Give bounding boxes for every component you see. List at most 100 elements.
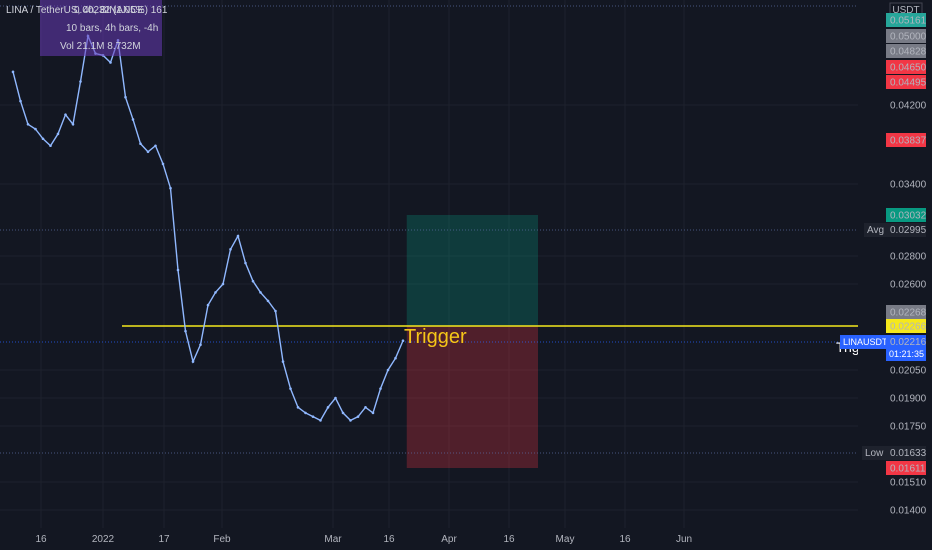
price-point	[191, 360, 195, 363]
low-value-bg	[886, 446, 926, 460]
price-point	[274, 309, 277, 313]
price-point	[124, 95, 127, 99]
price-point	[176, 268, 180, 272]
price-series	[11, 33, 405, 422]
price-point	[259, 291, 262, 294]
price-point	[71, 122, 75, 126]
price-point	[131, 118, 135, 121]
long-position-tool[interactable]	[406, 215, 538, 468]
trigger-annotation[interactable]: Trigger	[404, 326, 467, 348]
price-tag	[886, 13, 926, 27]
x-axis-bg	[0, 528, 932, 550]
price-point	[341, 411, 345, 415]
price-point	[311, 415, 315, 418]
price-tag-label: 0.03032	[890, 211, 927, 222]
price-point	[281, 360, 285, 363]
price-point	[221, 282, 225, 286]
last-price-tag	[886, 335, 926, 361]
low-label-bg	[862, 446, 886, 460]
price-point	[11, 70, 15, 74]
line-labels: Avg 0.02995 Low 0.01633 LINAUSDT 0.0221601:21…	[840, 223, 927, 460]
price-point	[26, 122, 30, 126]
price-point	[34, 127, 37, 131]
price-point	[334, 396, 337, 400]
price-tag	[886, 75, 926, 89]
price-point	[41, 137, 45, 141]
x-tick-label: Jun	[676, 534, 692, 545]
price-point	[229, 248, 232, 251]
y-tick-label: 0.01400	[890, 506, 927, 517]
x-tick-label: Apr	[441, 534, 457, 545]
x-tick-label: Feb	[213, 534, 231, 545]
price-point	[266, 299, 270, 303]
price-point	[184, 329, 187, 333]
price-point	[244, 261, 247, 265]
price-point	[251, 279, 255, 283]
price-point	[394, 356, 397, 360]
price-point	[371, 411, 375, 415]
price-tag	[886, 29, 926, 43]
price-point	[364, 406, 367, 409]
price-tag	[886, 305, 926, 319]
x-tick-label: May	[556, 534, 575, 545]
volume-readout: Vol 21.1M 8.732M	[60, 41, 141, 52]
price-point	[169, 186, 172, 190]
avg-label-bg	[864, 223, 886, 237]
price-point	[154, 144, 157, 148]
price-point	[326, 406, 330, 409]
x-tick-label: 16	[383, 534, 395, 545]
y-tick-label: 0.02050	[890, 366, 927, 377]
y-tick-label: 0.02600	[890, 280, 927, 291]
price-tag-label: 0.05000	[890, 32, 927, 43]
price-point	[349, 419, 352, 422]
price-point	[401, 339, 405, 343]
bar-countdown: 01:21:35	[889, 349, 924, 359]
y-tick-label: 0.01510	[890, 478, 927, 489]
price-tag-label: 0.04495	[890, 78, 927, 89]
avg-label: Avg	[867, 225, 884, 236]
price-tag-label: 0.01611	[890, 464, 926, 475]
price-point	[304, 411, 307, 415]
price-point	[49, 144, 52, 148]
price-point	[379, 387, 382, 390]
price-tag	[886, 208, 926, 222]
price-tag	[886, 461, 926, 475]
last-price-value: 0.02216	[890, 337, 927, 348]
price-tag-label: 0.04650	[890, 63, 927, 74]
y-tick-label: 0.03400	[890, 180, 927, 191]
price-tag-label: 0.03837	[890, 136, 927, 147]
price-tag	[886, 133, 926, 147]
price-point	[64, 113, 67, 116]
low-value: 0.01633	[890, 448, 927, 459]
x-axis[interactable]: 16 2022 17 Feb Mar 16 Apr 16 May 16 Jun	[0, 528, 932, 550]
horizontal-lines	[0, 5, 932, 454]
x-tick-label: 16	[35, 534, 47, 545]
price-point	[146, 150, 150, 154]
loss-zone[interactable]	[406, 326, 538, 468]
x-tick-label: 16	[503, 534, 515, 545]
legend-values: 0.00232 (1.05%) 161	[74, 5, 168, 16]
x-tick-label: 16	[619, 534, 631, 545]
price-point	[289, 387, 292, 390]
price-point	[199, 343, 202, 346]
price-point	[206, 303, 210, 307]
x-tick-label: 2022	[92, 534, 115, 545]
price-tag-label: 0.02266	[890, 322, 927, 333]
y-tick-label: 0.04200	[890, 101, 927, 112]
profit-zone[interactable]	[406, 215, 538, 326]
price-tag	[886, 44, 926, 58]
low-label: Low	[865, 448, 884, 459]
avg-value-bg	[886, 223, 926, 237]
price-point	[296, 406, 300, 409]
price-point	[319, 419, 322, 422]
price-tag	[886, 60, 926, 74]
symbol-title[interactable]: LINA / TetherUS, 4h, BINANCE	[6, 5, 145, 16]
price-tag-label: 0.04828	[890, 47, 927, 58]
price-point	[56, 132, 60, 136]
price-tag	[886, 319, 926, 333]
x-tick-label: Mar	[324, 534, 342, 545]
price-point	[236, 234, 240, 238]
legend: LINA / TetherUS, 4h, BINANCE 0.00232 (1.…	[6, 5, 168, 52]
